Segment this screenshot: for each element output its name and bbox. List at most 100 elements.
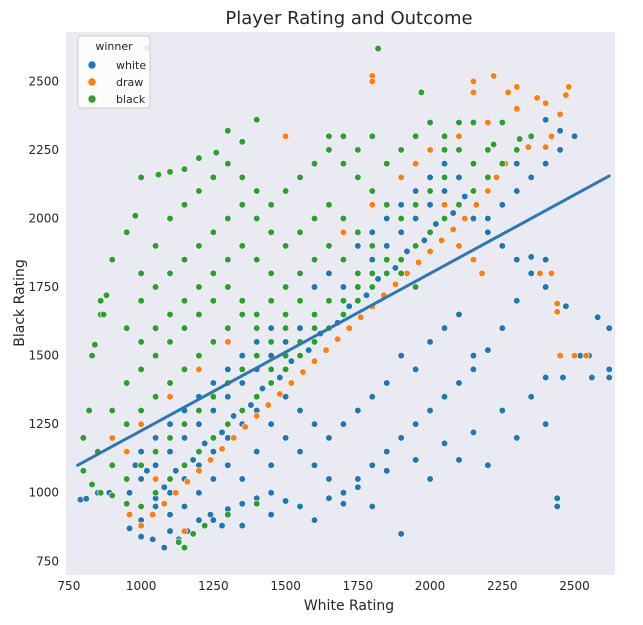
point-white-39	[562, 302, 570, 310]
point-black-9	[212, 149, 220, 157]
point-white-31	[559, 373, 567, 382]
point-white-34	[594, 313, 602, 321]
point-white-182	[267, 511, 275, 519]
point-white-87	[397, 228, 405, 236]
point-black-115	[224, 256, 232, 264]
point-draw-23	[426, 247, 434, 255]
point-black-97	[267, 228, 275, 236]
point-black-112	[180, 297, 189, 305]
point-black-137	[282, 310, 290, 319]
point-black-7	[253, 116, 261, 124]
point-black-92	[195, 242, 203, 250]
point-white-161	[383, 379, 391, 387]
point-black-23	[88, 352, 96, 360]
point-white-186	[383, 467, 391, 475]
point-black-108	[123, 324, 131, 332]
point-black-96	[253, 214, 261, 223]
point-draw-11	[556, 110, 564, 118]
point-black-73	[238, 173, 246, 181]
point-draw-82	[123, 447, 131, 456]
point-white-143	[287, 357, 295, 365]
point-white-50	[412, 420, 420, 428]
x-tick-label-1250: 1250	[198, 579, 229, 593]
point-black-12	[166, 168, 174, 176]
point-white-111	[426, 173, 434, 181]
point-black-174	[412, 132, 420, 140]
point-black-120	[296, 269, 304, 277]
point-white-51	[397, 434, 405, 442]
point-black-3	[469, 118, 478, 127]
point-white-20	[339, 500, 347, 508]
point-black-86	[426, 187, 434, 195]
legend-label-draw: draw	[116, 76, 143, 89]
point-draw-80	[180, 527, 189, 535]
point-white-173	[209, 447, 217, 456]
point-draw-77	[455, 242, 463, 250]
point-draw-59	[368, 201, 376, 209]
point-black-78	[310, 160, 319, 168]
point-black-106	[397, 269, 405, 277]
point-black-136	[267, 297, 275, 305]
point-white-98	[484, 214, 492, 223]
point-white-66	[180, 502, 189, 511]
point-draw-38	[253, 412, 261, 420]
point-black-116	[238, 242, 246, 250]
point-black-53	[455, 201, 463, 209]
point-black-67	[151, 242, 160, 250]
point-black-83	[383, 201, 391, 209]
point-draw-42	[206, 456, 215, 464]
point-white-119	[310, 283, 319, 291]
point-white-5	[137, 533, 145, 541]
point-black-169	[253, 352, 261, 360]
point-black-2	[417, 88, 426, 96]
point-black-99	[296, 228, 304, 236]
legend-box	[77, 35, 151, 109]
point-white-150	[391, 264, 400, 272]
point-white-86	[383, 242, 391, 250]
point-draw-17	[492, 173, 501, 181]
point-black-118	[267, 269, 275, 277]
point-black-46	[354, 297, 362, 305]
point-white-45	[469, 352, 478, 360]
point-black-48	[383, 269, 391, 277]
point-white-183	[296, 502, 304, 511]
point-white-114	[383, 214, 391, 223]
plot-background	[66, 32, 615, 575]
x-tick-label-1500: 1500	[270, 579, 301, 593]
point-black-18	[102, 291, 111, 299]
point-black-140	[325, 297, 333, 305]
point-white-185	[354, 483, 362, 491]
point-black-65	[253, 500, 261, 508]
point-black-51	[426, 228, 434, 236]
point-black-144	[123, 420, 131, 428]
point-white-180	[209, 516, 217, 524]
point-white-40	[542, 256, 550, 264]
point-white-100	[513, 187, 521, 195]
point-draw-20	[461, 214, 469, 223]
point-draw-6	[513, 83, 521, 91]
point-black-77	[296, 173, 304, 181]
point-draw-5	[504, 88, 512, 96]
y-axis-label: Black Rating	[12, 259, 28, 346]
point-black-103	[354, 228, 362, 236]
point-draw-76	[440, 201, 449, 209]
point-white-142	[276, 373, 284, 382]
point-black-32	[151, 489, 160, 497]
point-white-8	[166, 527, 174, 535]
point-white-44	[484, 346, 492, 354]
point-black-122	[325, 242, 333, 250]
point-draw-35	[287, 379, 295, 387]
point-black-161	[137, 461, 145, 469]
point-black-17	[108, 256, 116, 264]
point-black-157	[310, 324, 319, 332]
point-black-13	[154, 171, 163, 179]
point-black-184	[339, 132, 347, 140]
point-white-30	[542, 373, 550, 382]
point-draw-18	[484, 187, 492, 195]
point-white-89	[426, 201, 434, 209]
point-white-152	[420, 236, 428, 245]
y-tick-label-2250: 2250	[28, 143, 59, 157]
point-black-72	[224, 160, 232, 168]
point-white-106	[542, 116, 550, 124]
